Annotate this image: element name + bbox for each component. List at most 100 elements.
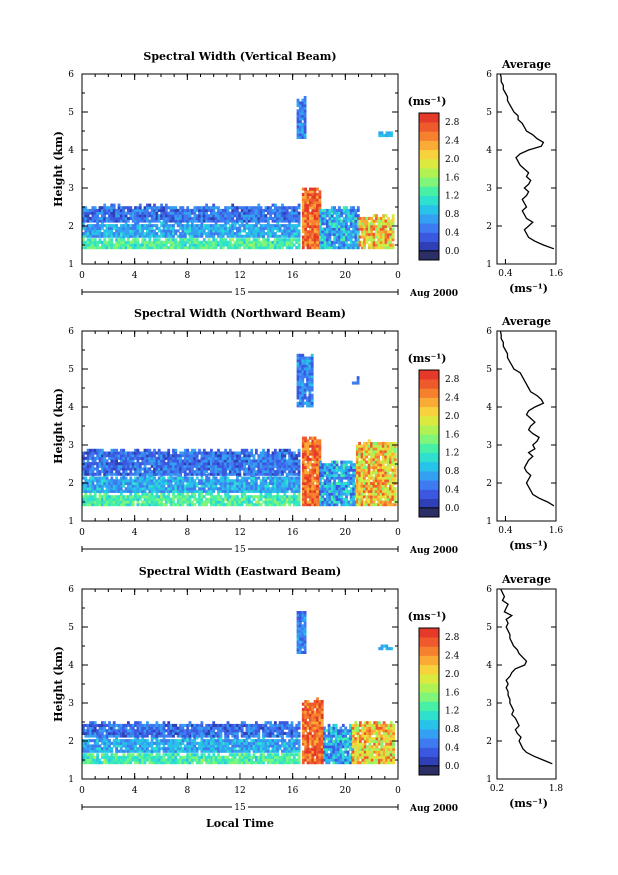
heatmap-cell — [297, 487, 301, 491]
heatmap-cell — [381, 463, 385, 467]
heatmap-cell — [205, 500, 208, 504]
x-tick-label: 0 — [395, 528, 401, 538]
heatmap-cell — [295, 211, 299, 215]
heatmap-cell — [101, 484, 104, 488]
heatmap-cell — [266, 456, 270, 460]
heatmap-cell — [393, 479, 397, 483]
heatmap-cell — [219, 470, 223, 474]
heatmap-cell — [355, 465, 359, 469]
heatmap-cell — [304, 444, 308, 448]
heatmap-cell — [238, 214, 242, 218]
heatmap-cell — [93, 224, 97, 228]
heatmap-cell — [160, 489, 163, 493]
heatmap-cell — [146, 226, 149, 230]
heatmap-cell — [377, 444, 380, 448]
heatmap-cell — [122, 229, 126, 233]
heatmap-cell — [112, 216, 116, 220]
heatmap-cell — [200, 492, 204, 496]
heatmap-cell — [355, 449, 359, 453]
heatmap-cell — [115, 487, 118, 491]
y-tick-label: 6 — [68, 70, 74, 80]
heatmap-cell — [363, 484, 366, 488]
heatmap-cell — [131, 229, 135, 233]
heatmap-cell — [372, 471, 376, 475]
heatmap-cell — [309, 238, 312, 242]
heatmap-cell — [103, 476, 107, 480]
heatmap-cell — [301, 463, 305, 467]
heatmap-cell — [233, 484, 237, 488]
heatmap-cell — [330, 473, 334, 477]
heatmap-cell — [358, 449, 361, 453]
heatmap-cell — [372, 500, 376, 504]
heatmap-cell — [262, 464, 265, 468]
heatmap-cell — [84, 456, 88, 460]
heatmap-cell — [183, 487, 187, 491]
heatmap-cell — [264, 208, 268, 212]
heatmap-cell — [146, 234, 149, 238]
heatmap-cell — [195, 472, 199, 476]
heatmap-cell — [354, 238, 358, 242]
heatmap-cell — [318, 442, 322, 446]
heatmap-cell — [323, 484, 327, 488]
heatmap-cell — [269, 211, 272, 215]
heatmap-cell — [313, 192, 317, 196]
heatmap-cell — [311, 487, 315, 491]
average-x-tick-label: 1.6 — [549, 269, 564, 279]
heatmap-cell — [313, 216, 317, 220]
heatmap-cell — [188, 459, 192, 463]
heatmap-cell — [93, 216, 97, 220]
heatmap-cell — [207, 451, 211, 455]
colorbar-segment — [419, 461, 439, 472]
heatmap-cell — [122, 238, 126, 242]
heatmap-cell — [381, 457, 385, 461]
heatmap-cell — [274, 459, 277, 463]
heatmap-cell — [296, 120, 300, 124]
heatmap-cell — [127, 216, 130, 220]
heatmap-cell — [264, 497, 268, 501]
heatmap-cell — [250, 481, 254, 485]
heatmap-cell — [259, 451, 263, 455]
heatmap-cell — [91, 246, 95, 250]
y-tick-label: 3 — [68, 441, 74, 451]
heatmap-cell — [372, 235, 376, 239]
heatmap-cell — [93, 479, 97, 483]
heatmap-cell — [138, 208, 142, 212]
heatmap-cell — [207, 229, 211, 233]
heatmap-cell — [345, 214, 348, 218]
heatmap-cell — [386, 444, 390, 448]
heatmap-cell — [363, 468, 366, 472]
heatmap-cell — [240, 487, 244, 491]
heatmap-cell — [176, 219, 180, 223]
heatmap-cell — [224, 232, 227, 236]
heatmap-cell — [136, 462, 140, 466]
heatmap-cell — [250, 500, 254, 504]
heatmap-cell — [319, 238, 322, 242]
heatmap-cell — [338, 476, 341, 480]
heatmap-cell — [295, 472, 299, 476]
heatmap-cell — [155, 497, 159, 501]
heatmap-cell — [264, 206, 268, 210]
heatmap-cell — [281, 234, 284, 238]
heatmap-cell — [393, 465, 397, 469]
heatmap-cell — [119, 500, 123, 504]
heatmap-cell — [176, 481, 180, 485]
heatmap-cell — [303, 359, 307, 363]
heatmap-cell — [379, 495, 383, 499]
heatmap-cell — [108, 229, 111, 233]
heatmap-cell — [370, 232, 374, 236]
heatmap-cell — [112, 479, 116, 483]
heatmap-cell — [358, 444, 361, 448]
heatmap-cell — [269, 454, 272, 458]
heatmap-cell — [212, 451, 216, 455]
heatmap-cell — [309, 198, 312, 202]
heatmap-cell — [243, 206, 246, 210]
heatmap-cell — [96, 476, 99, 480]
heatmap-cell — [181, 226, 185, 230]
heatmap-cell — [108, 246, 111, 250]
heatmap-cell — [169, 232, 173, 236]
heatmap-cell — [262, 462, 265, 466]
heatmap-cell — [98, 472, 102, 476]
heatmap-cell — [370, 444, 373, 448]
heatmap-cell — [200, 467, 204, 471]
heatmap-cell — [271, 456, 275, 460]
